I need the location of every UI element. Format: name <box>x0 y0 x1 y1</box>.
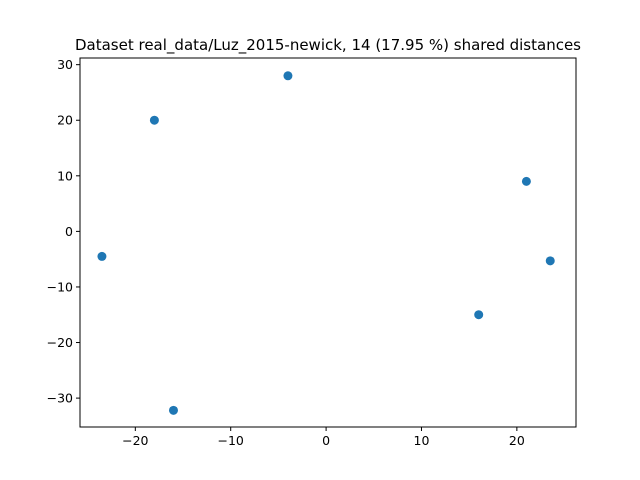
data-point <box>521 176 531 186</box>
x-tick-label: 20 <box>509 433 525 448</box>
y-tick-label: 0 <box>65 224 73 239</box>
y-tick-label: 30 <box>57 57 73 72</box>
y-tick-label: −10 <box>47 279 73 294</box>
data-point <box>97 251 107 261</box>
data-point <box>168 405 178 415</box>
data-points <box>97 71 555 415</box>
plot-frame <box>79 57 577 428</box>
data-point <box>474 310 484 320</box>
x-tick-label: −20 <box>122 433 148 448</box>
y-tick-label: −20 <box>47 335 73 350</box>
x-tick-label: 10 <box>414 433 430 448</box>
y-tick-label: −30 <box>47 391 73 406</box>
y-axis: −30 −20 −10 0 10 20 30 <box>47 57 80 406</box>
data-point <box>545 256 555 266</box>
chart-title: Dataset real_data/Luz_2015-newick, 14 (1… <box>75 36 581 55</box>
x-axis: −20 −10 0 10 20 <box>122 427 525 448</box>
y-tick-label: 10 <box>57 168 73 183</box>
data-point <box>149 115 159 125</box>
x-tick-label: 0 <box>322 433 330 448</box>
data-point <box>283 71 293 81</box>
y-tick-label: 20 <box>57 113 73 128</box>
x-tick-label: −10 <box>218 433 244 448</box>
